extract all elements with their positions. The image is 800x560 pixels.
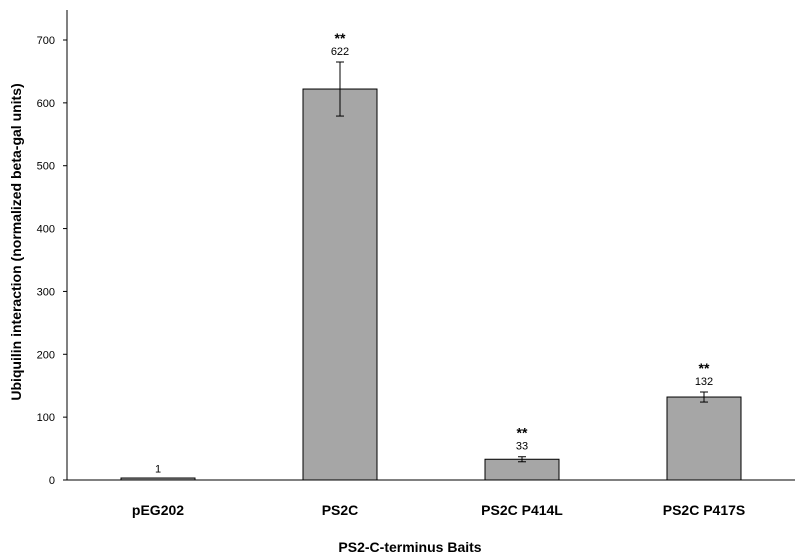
bar [666, 396, 742, 481]
x-tick-label: PS2C P414L [481, 502, 563, 518]
x-axis-tick-labels: pEG202 PS2C PS2C P414L PS2C P417S [132, 502, 745, 518]
bar [120, 477, 196, 481]
y-tick-label: 500 [37, 161, 55, 173]
x-tick-label: pEG202 [132, 502, 184, 518]
bar [484, 458, 560, 481]
y-tick-label: 200 [37, 349, 55, 361]
y-tick-label: 100 [37, 412, 55, 424]
y-axis-title: Ubiquilin interaction (normalized beta-g… [8, 83, 24, 400]
y-tick-label: 400 [37, 224, 55, 236]
y-axis-ticks: 0 100 200 300 400 500 600 700 [37, 35, 67, 487]
y-tick-label: 700 [37, 35, 55, 47]
significance-marker: ** [517, 425, 528, 441]
significance-marker: ** [699, 360, 710, 376]
x-axis-title: PS2-C-terminus Baits [338, 539, 481, 555]
y-tick-label: 0 [49, 475, 55, 487]
data-label: 622 [331, 46, 349, 58]
significance-marker: ** [335, 30, 346, 46]
data-label: 1 [155, 463, 161, 475]
x-tick-label: PS2C [322, 502, 359, 518]
data-label: 33 [516, 441, 528, 453]
data-label: 132 [695, 376, 713, 388]
bar [302, 88, 378, 481]
x-tick-label: PS2C P417S [663, 502, 746, 518]
y-tick-label: 300 [37, 286, 55, 298]
y-tick-label: 600 [37, 98, 55, 110]
